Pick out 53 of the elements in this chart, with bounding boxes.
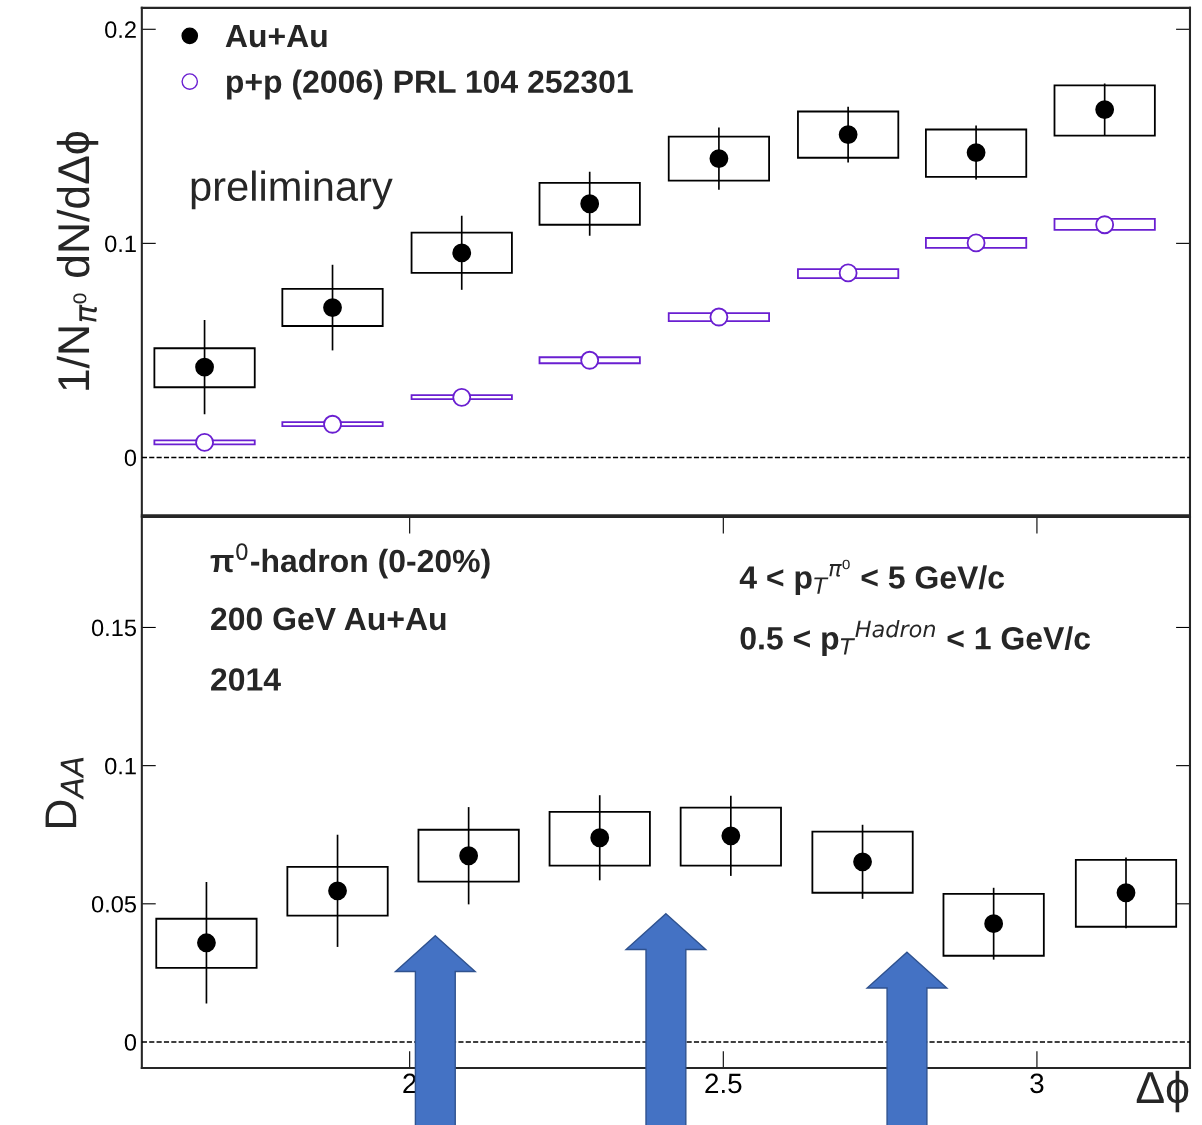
annotation: 0.5 < p$_{T}$$^{Hadron}$ < 1 GeV/c [740, 620, 1091, 656]
legend-label: p+p (2006) PRL 104 252301 [227, 69, 633, 100]
y-tick-label: 0.05 [91, 895, 136, 913]
y-tick-label: 0.15 [91, 619, 136, 637]
annotation: 200 GeV Au+Au [211, 607, 446, 631]
annotation: 4 < p$_{T}$$^{π⁰}$ < 5 GeV/c [739, 559, 1005, 596]
annotation: 2014 [211, 668, 281, 691]
bar [942, 892, 1045, 957]
point [966, 233, 986, 253]
bar [1053, 84, 1156, 137]
point [838, 125, 858, 145]
point [1095, 215, 1115, 235]
point [195, 433, 214, 452]
point [323, 414, 342, 434]
point [197, 933, 216, 953]
point [709, 149, 729, 168]
bar [925, 128, 1028, 178]
point [1095, 100, 1115, 119]
bar [797, 110, 900, 159]
point [328, 881, 347, 901]
point [984, 914, 1004, 934]
point [1116, 883, 1136, 903]
x-tick-label: 2 [403, 1073, 416, 1093]
point [459, 846, 479, 866]
bar [667, 312, 770, 322]
point [452, 387, 472, 407]
x-axis-title: Δϕ [1136, 1070, 1189, 1113]
bar [797, 268, 900, 279]
annotation: π$^{0}$-hadron (0-20%) [210, 543, 490, 579]
y-tick-label: 0 [124, 449, 137, 467]
y-tick-label: 0.1 [105, 757, 136, 775]
x-tick-label: 2.5 [705, 1073, 742, 1094]
x-tick-label: 3 [1030, 1073, 1044, 1094]
y-tick-label: 0 [124, 1034, 137, 1051]
point [838, 263, 858, 283]
y-axis-title: D$_{AA}$ [45, 757, 84, 828]
point [709, 307, 729, 327]
y-axis-title: 1/N$_{π⁰}$ dN/dΔϕ [56, 132, 99, 390]
legend-label: Au+Au [225, 25, 327, 48]
point [580, 194, 600, 214]
point [853, 852, 872, 872]
y-tick-label: 0.2 [105, 21, 136, 39]
bar [1053, 218, 1156, 231]
point [452, 243, 472, 263]
y-tick-label: 0.1 [105, 235, 136, 253]
point [580, 350, 600, 370]
point [721, 826, 741, 846]
point [966, 143, 986, 163]
bar [925, 237, 1028, 249]
point [195, 357, 214, 377]
point [590, 828, 610, 848]
annotation: preliminary [191, 170, 393, 210]
point [323, 298, 342, 318]
